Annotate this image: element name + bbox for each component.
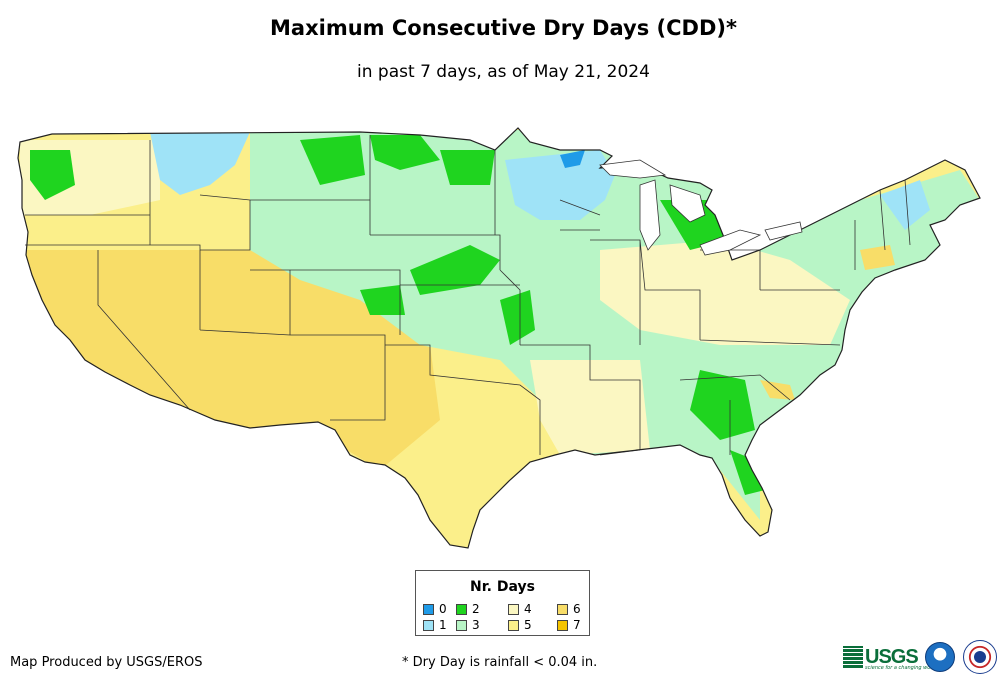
map-credit: Map Produced by USGS/EROS xyxy=(10,655,203,670)
legend-item-7: 7 xyxy=(557,618,581,632)
great-lakes xyxy=(599,159,803,256)
legend-label: 4 xyxy=(524,602,532,616)
noaa-logo xyxy=(925,642,955,672)
legend-swatch xyxy=(456,604,467,615)
legend-item-2: 2 xyxy=(456,602,480,616)
legend-swatch xyxy=(557,604,568,615)
usgs-logo: USGS science for a changing world xyxy=(843,642,937,672)
legend-item-3: 3 xyxy=(456,618,480,632)
legend-item-4: 4 xyxy=(508,602,532,616)
legend-item-1: 1 xyxy=(423,618,447,632)
usgs-wave-icon xyxy=(843,646,863,668)
nws-logo xyxy=(963,640,997,674)
legend-swatch xyxy=(557,620,568,631)
usgs-logo-text: USGS xyxy=(865,646,919,668)
map-title: Maximum Consecutive Dry Days (CDD)* xyxy=(270,16,737,40)
legend-label: 0 xyxy=(439,602,447,616)
legend-item-6: 6 xyxy=(557,602,581,616)
usgs-tagline: science for a changing world xyxy=(865,665,937,671)
dry-day-footnote: * Dry Day is rainfall < 0.04 in. xyxy=(402,655,598,670)
legend-item-0: 0 xyxy=(423,602,447,616)
legend-swatch xyxy=(508,620,519,631)
legend-item-5: 5 xyxy=(508,618,532,632)
legend-label: 2 xyxy=(472,602,480,616)
legend-swatch xyxy=(423,620,434,631)
nws-emblem-icon xyxy=(974,651,986,663)
legend-label: 1 xyxy=(439,618,447,632)
legend-swatch xyxy=(456,620,467,631)
map-subtitle: in past 7 days, as of May 21, 2024 xyxy=(357,62,650,82)
legend-swatch xyxy=(508,604,519,615)
legend-label: 5 xyxy=(524,618,532,632)
legend-label: 7 xyxy=(573,618,581,632)
legend-label: 6 xyxy=(573,602,581,616)
legend-label: 3 xyxy=(472,618,480,632)
legend-swatch xyxy=(423,604,434,615)
legend: Nr. Days 0 1 2 3 4 5 6 7 xyxy=(415,570,590,636)
legend-title: Nr. Days xyxy=(470,579,535,595)
